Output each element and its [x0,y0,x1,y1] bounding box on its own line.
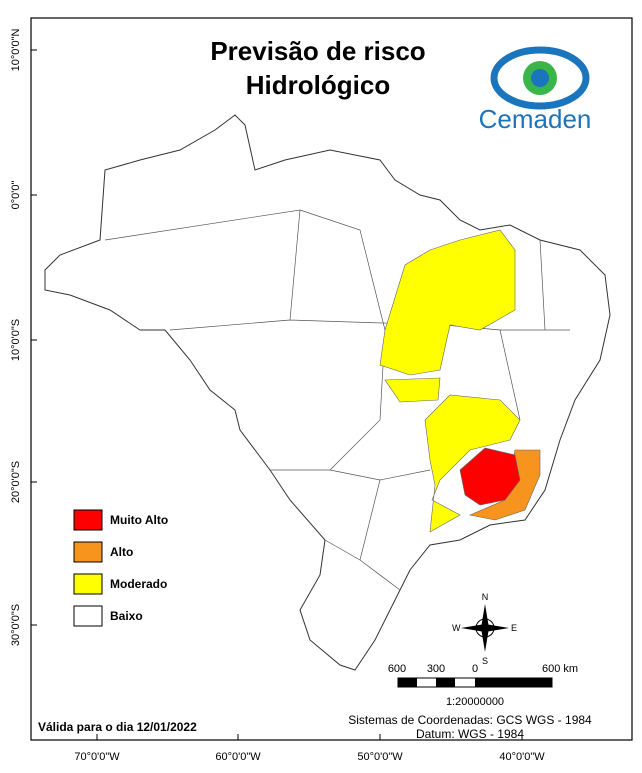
legend-swatch [73,605,103,627]
lon-label: 60°0'0"W [215,751,261,763]
lat-label: 30°0'0"S [10,604,22,646]
lon-label: 50°0'0"W [357,751,403,763]
legend-swatch [73,573,103,595]
compass-needle [461,604,509,652]
region-moderado [384,377,441,403]
state-borders [104,209,570,591]
scale-bar-segment [475,678,552,687]
region-alto [468,449,541,521]
logo-text: Cemaden [479,104,592,134]
validity: Válida para o dia 12/01/2022 [38,720,197,734]
compass-letter: W [452,623,461,633]
lat-label: 10°0'0"N [10,29,22,72]
compass: N E S W [452,592,517,666]
logo-pupil [531,69,549,87]
scale-label: 0 [472,663,478,675]
graticule: 10°0'0"N 0°0'0" 10°0'0"S 20°0'0"S 30°0'0"S 70… [10,29,545,763]
compass-letter: E [511,623,517,633]
lon-label: 70°0'0"W [74,751,120,763]
compass-letter: N [482,592,489,602]
lat-label: 10°0'0"S [10,319,22,361]
compass-letter: S [482,656,488,666]
legend-swatch [73,541,103,563]
scale-label: 300 [427,663,445,675]
coordinate-system: Datum: WGS - 1984 [416,727,524,741]
lat-label: 20°0'0"S [10,461,22,503]
logo: Cemaden [479,46,592,134]
legend: Muito Alto Alto Moderado Baixo [73,509,168,627]
scale-label: 600 km [542,663,578,675]
brazil [44,114,611,671]
map-frame [30,17,633,741]
legend-label: Baixo [110,609,143,623]
region-moderado [379,229,516,376]
legend-label: Muito Alto [110,513,168,527]
region-moderado [424,394,521,533]
lat-label: 0°0'0" [10,181,22,210]
scale-ratio: 1:20000000 [446,696,504,708]
scale-bar-segment [398,678,417,687]
scale-bar-segment [436,678,455,687]
lon-label: 40°0'0"W [499,751,545,763]
title-line: Previsão de risco [210,36,425,66]
scale-label: 600 [388,663,406,675]
coordinate-system: Sistemas de Coordenadas: GCS WGS - 1984 [348,713,592,727]
title-line: Hidrológico [246,70,390,100]
legend-swatch [73,509,103,531]
region-muito-alto [459,447,521,506]
legend-label: Alto [110,545,133,559]
scale-bar: 600 300 0 600 km 1:20000000 [388,663,578,708]
legend-label: Moderado [110,577,167,591]
